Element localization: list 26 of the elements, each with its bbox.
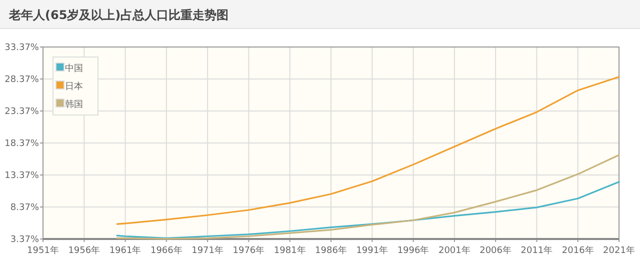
- x-tick-label: 1961年: [109, 245, 142, 256]
- x-tick-label: 2006年: [480, 245, 512, 256]
- y-tick-label: 13.37%: [4, 171, 40, 181]
- x-tick-label: 1981年: [274, 245, 306, 256]
- x-tick-label: 2011年: [520, 245, 553, 256]
- x-tick-label: 1996年: [397, 245, 430, 256]
- y-tick-label: 28.37%: [4, 75, 40, 85]
- x-tick-label: 2016年: [562, 245, 594, 256]
- x-tick-label: 1966年: [150, 245, 182, 256]
- legend-label: 韩国: [65, 99, 83, 110]
- legend-label: 中国: [65, 63, 83, 74]
- x-tick-label: 1956年: [68, 245, 100, 256]
- x-tick-label: 1976年: [232, 245, 265, 256]
- y-tick-label: 8.37%: [10, 203, 40, 213]
- x-tick-label: 2021年: [603, 245, 635, 256]
- y-tick-label: 3.37%: [10, 235, 40, 245]
- chart-title: 老年人(65岁及以上)占总人口比重走势图: [8, 8, 229, 22]
- x-tick-label: 1951年: [27, 245, 59, 256]
- x-tick-label: 1991年: [356, 245, 388, 256]
- x-tick-label: 1971年: [192, 245, 224, 256]
- legend-label: 日本: [65, 81, 83, 92]
- x-tick-label: 1986年: [315, 245, 347, 256]
- y-tick-label: 23.37%: [4, 107, 40, 117]
- y-tick-label: 33.37%: [4, 43, 40, 53]
- y-tick-label: 18.37%: [4, 139, 40, 149]
- x-tick-label: 2001年: [438, 245, 470, 256]
